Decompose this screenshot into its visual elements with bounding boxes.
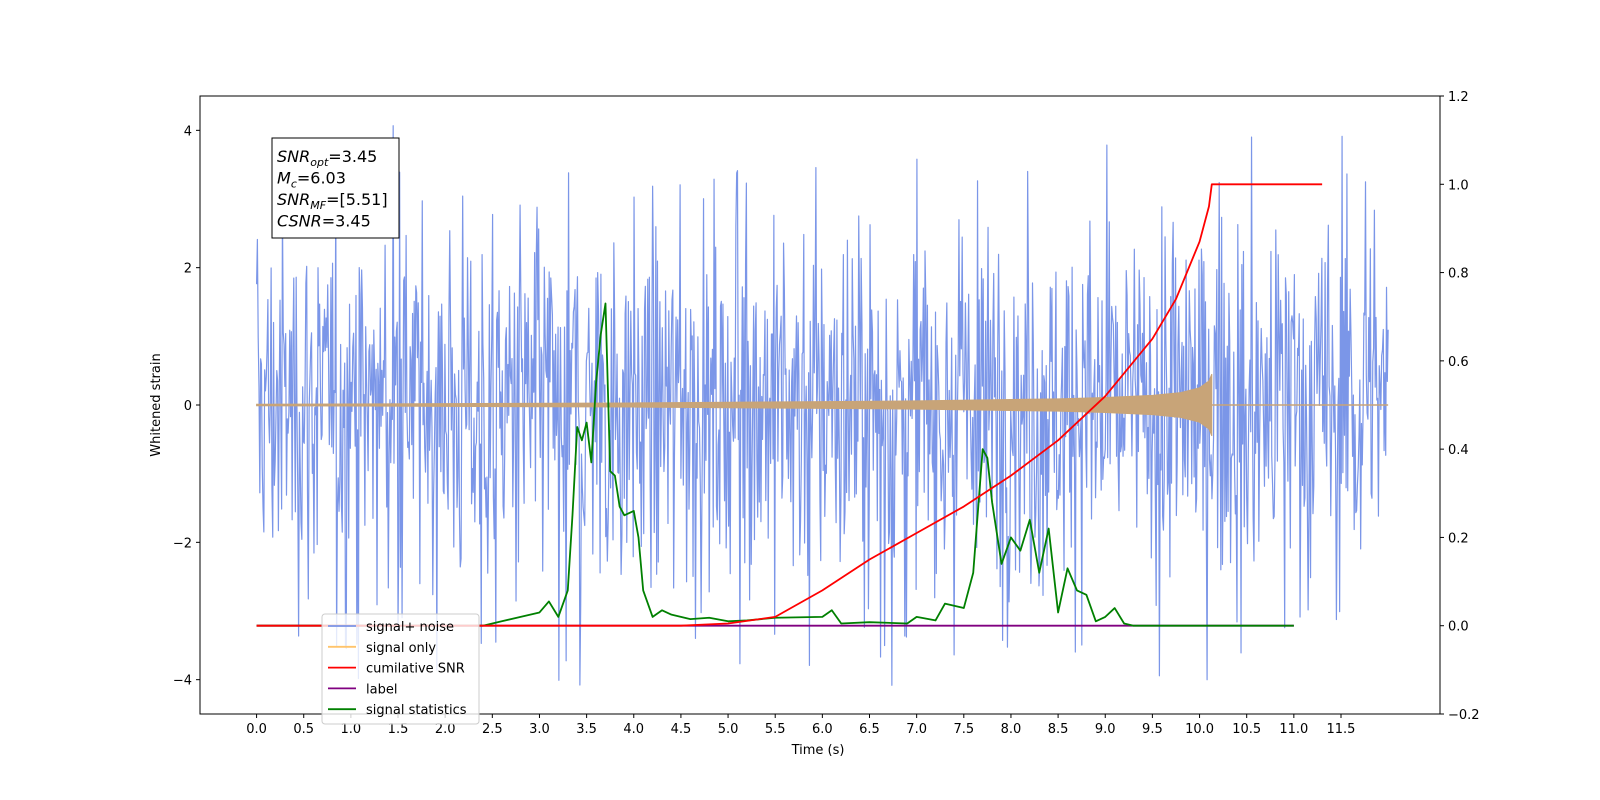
annotation-subscript: MF — [310, 199, 326, 212]
series-cumilative-snr-line — [256, 183, 1323, 627]
annotation-value: =3.45 — [328, 147, 377, 166]
legend: signal+ noise signal only cumilative SNR la… — [321, 613, 480, 725]
x-tick-label: 7.0 — [906, 722, 927, 737]
y2-tick-label: 0.0 — [1448, 620, 1469, 635]
x-tick-label: 1.0 — [341, 722, 362, 737]
y-tick-label: −2 — [173, 536, 192, 551]
annotation-symbol: SNR — [277, 147, 310, 166]
x-tick-label: 8.0 — [1001, 722, 1022, 737]
annotation-symbol: CSNR — [277, 212, 322, 231]
y2-tick-label: 1.2 — [1448, 90, 1469, 105]
legend-label: cumilative SNR — [366, 662, 465, 677]
annotation-symbol: M — [277, 169, 291, 188]
annotation-value: =[5.51] — [326, 190, 388, 209]
legend-label: label — [366, 682, 397, 697]
y2-tick-label: 1.0 — [1448, 178, 1469, 193]
x-tick-label: 7.5 — [953, 722, 974, 737]
x-tick-label: 6.5 — [859, 722, 880, 737]
x-tick-label: 11.5 — [1327, 722, 1356, 737]
y2-tick-label: −0.2 — [1448, 708, 1480, 723]
annotation-frame — [271, 137, 400, 239]
y-axis-right: 1.2 1.0 0.8 0.6 0.4 0.2 0.0 −0.2 — [1440, 90, 1480, 723]
x-tick-label: 5.0 — [718, 722, 739, 737]
y-tick-label: −4 — [173, 674, 192, 689]
x-tick-label: 4.5 — [671, 722, 692, 737]
y-tick-label: 0 — [184, 399, 192, 414]
y-axis-left: 4 2 0 −2 −4 — [173, 124, 200, 689]
annotation-line: CSNR=3.45 — [277, 212, 371, 231]
x-tick-label: 10.0 — [1185, 722, 1214, 737]
x-tick-label: 5.5 — [765, 722, 786, 737]
x-tick-label: 2.5 — [482, 722, 503, 737]
x-tick-label: 11.0 — [1279, 722, 1308, 737]
x-tick-label: 3.5 — [576, 722, 597, 737]
legend-frame — [321, 613, 480, 725]
x-tick-label: 0.5 — [293, 722, 314, 737]
annotation-symbol: SNR — [277, 190, 310, 209]
x-tick-label: 6.0 — [812, 722, 833, 737]
annotation-subscript: c — [291, 178, 297, 191]
series-signal-noise-line — [255, 125, 1389, 686]
x-tick-label: 10.5 — [1232, 722, 1261, 737]
y2-tick-label: 0.2 — [1448, 531, 1469, 546]
x-tick-label: 1.5 — [388, 722, 409, 737]
legend-label: signal only — [366, 641, 436, 656]
annotation-value: =3.45 — [322, 212, 371, 231]
annotation-line: SNRMF=[5.51] — [277, 190, 388, 212]
x-tick-label: 9.0 — [1095, 722, 1116, 737]
annotation-value: =6.03 — [297, 169, 346, 188]
y-tick-label: 4 — [184, 124, 192, 139]
y-axis-label: Whitened strain — [149, 353, 164, 456]
annotation-line: SNRopt=3.45 — [277, 147, 377, 169]
x-tick-label: 8.5 — [1048, 722, 1069, 737]
y2-tick-label: 0.8 — [1448, 267, 1469, 282]
y-tick-label: 2 — [184, 262, 192, 277]
x-tick-label: 3.0 — [529, 722, 550, 737]
x-tick-label: 0.0 — [246, 722, 267, 737]
annotation-line: Mc=6.03 — [277, 169, 346, 191]
legend-label: signal statistics — [366, 703, 467, 718]
x-tick-label: 4.0 — [623, 722, 644, 737]
y2-tick-label: 0.4 — [1448, 443, 1469, 458]
legend-label: signal+ noise — [366, 620, 454, 635]
x-axis-label: Time (s) — [791, 743, 845, 758]
x-tick-label: 2.0 — [435, 722, 456, 737]
x-tick-label: 9.5 — [1142, 722, 1163, 737]
annotation-subscript: opt — [310, 156, 329, 169]
x-axis: 0.0 0.5 1.0 1.5 2.0 2.5 3.0 3.5 4.0 4.5 5.0 5.5 6.0 6… — [246, 714, 1355, 737]
y2-tick-label: 0.6 — [1448, 355, 1469, 370]
